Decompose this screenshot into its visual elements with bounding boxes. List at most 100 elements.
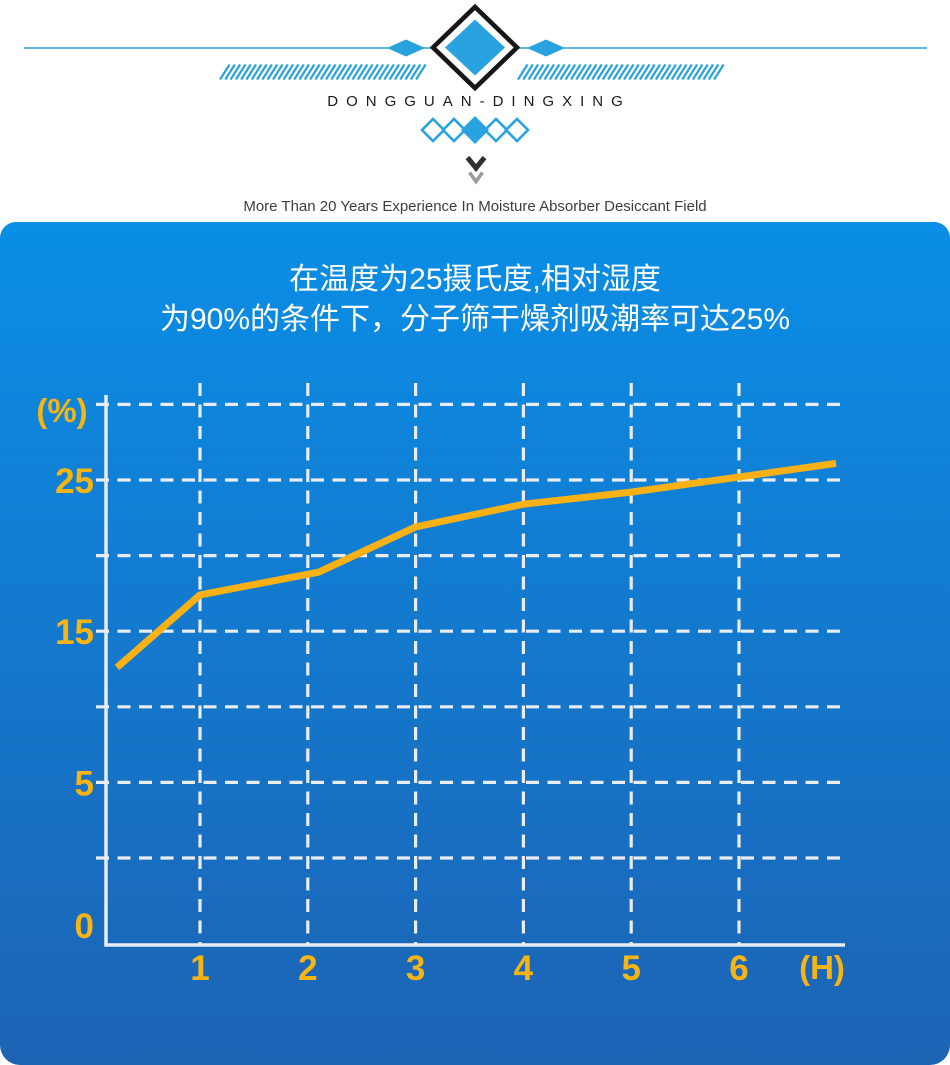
- hatch-stripe-icon: [681, 63, 693, 81]
- x-tick-label: 5: [621, 949, 640, 988]
- hatch-stripe-icon: [277, 63, 289, 81]
- hatch-stripes-left-icon: [219, 63, 427, 81]
- x-axis-unit-label: (H): [799, 949, 845, 986]
- hatch-stripe-icon: [250, 63, 263, 81]
- hatch-stripe-icon: [527, 63, 540, 81]
- hatch-stripe-icon: [601, 63, 614, 81]
- chevron-down-dark-icon: [465, 155, 487, 172]
- hatch-stripe-icon: [346, 63, 358, 81]
- hatch-stripe-icon: [293, 63, 305, 81]
- divider-diamond-outline-icon: [504, 117, 530, 143]
- hatch-stripe-icon: [399, 63, 411, 81]
- brand-ornament: [24, 3, 927, 185]
- y-tick-label: 15: [55, 613, 94, 652]
- brand-name: DONGGUAN-DINGXING: [327, 93, 631, 110]
- diamond-logo-fill-icon: [445, 19, 505, 76]
- header-tagline: More Than 20 Years Experience In Moistur…: [243, 198, 707, 215]
- x-tick-label: 1: [190, 949, 209, 988]
- hatch-stripe-icon: [367, 63, 379, 81]
- y-tick-label: 0: [75, 907, 94, 946]
- hatch-stripe-icon: [378, 63, 390, 81]
- hatch-stripe-icon: [654, 63, 667, 81]
- hatch-stripe-icon: [596, 63, 608, 81]
- diamond-divider-icon: [420, 116, 530, 144]
- hatch-stripe-icon: [256, 63, 268, 81]
- hatch-stripe-icon: [638, 63, 651, 81]
- hatch-stripe-icon: [356, 63, 369, 81]
- x-tick-label: 6: [729, 949, 748, 988]
- y-gridlines: [96, 402, 845, 860]
- hatch-stripe-icon: [628, 63, 640, 81]
- hatch-stripe-icon: [287, 63, 300, 81]
- hatch-stripe-icon: [298, 63, 310, 81]
- axes: [104, 395, 845, 947]
- axis-labels: 25 15 5 0 1 2 3 4 5 6 (%) (H): [36, 392, 845, 988]
- hatch-stripe-icon: [272, 63, 284, 81]
- hatch-stripe-icon: [404, 63, 416, 81]
- chart-panel: 在温度为25摄氏度,相对湿度 为90%的条件下，分子筛干燥剂吸潮率可达25% 2…: [0, 222, 950, 1065]
- hatch-stripe-icon: [351, 63, 363, 81]
- hatch-stripe-icon: [319, 63, 332, 81]
- hatch-stripe-icon: [591, 63, 603, 81]
- hatch-stripe-icon: [282, 63, 295, 81]
- hatch-stripe-icon: [660, 63, 672, 81]
- hatch-stripe-icon: [702, 63, 714, 81]
- hatch-stripe-icon: [240, 63, 252, 81]
- hatch-stripe-icon: [219, 63, 231, 81]
- hatch-stripe-icon: [564, 63, 577, 81]
- hatch-stripe-icon: [303, 63, 316, 81]
- hatch-stripe-icon: [713, 63, 725, 81]
- chevron-down-gray-icon: [468, 171, 484, 185]
- hatch-stripe-icon: [532, 63, 545, 81]
- hatch-stripe-icon: [644, 63, 656, 81]
- y-tick-label: 5: [75, 764, 94, 803]
- hatch-stripe-icon: [261, 63, 273, 81]
- hatch-stripe-icon: [612, 63, 624, 81]
- hatch-stripe-icon: [266, 63, 279, 81]
- hatch-stripe-icon: [607, 63, 619, 81]
- hatch-stripe-icon: [234, 63, 247, 81]
- hatch-stripe-icon: [649, 63, 661, 81]
- hatch-stripe-icon: [340, 63, 353, 81]
- hatch-stripe-icon: [570, 63, 582, 81]
- hatch-stripe-icon: [245, 63, 257, 81]
- hatch-stripe-icon: [707, 63, 720, 81]
- hatch-stripe-icon: [522, 63, 534, 81]
- hatch-stripe-icon: [670, 63, 683, 81]
- x-gridlines: [198, 383, 741, 945]
- hatch-stripe-icon: [229, 63, 242, 81]
- hatch-stripe-icon: [372, 63, 385, 81]
- hatch-stripe-icon: [314, 63, 326, 81]
- hatch-stripe-icon: [686, 63, 699, 81]
- hatch-stripe-icon: [585, 63, 598, 81]
- hatch-stripe-icon: [517, 63, 529, 81]
- hatch-stripe-icon: [362, 63, 374, 81]
- hatch-stripe-icon: [617, 63, 630, 81]
- hatch-stripe-icon: [665, 63, 677, 81]
- chart-title: 在温度为25摄氏度,相对湿度 为90%的条件下，分子筛干燥剂吸潮率可达25%: [0, 260, 950, 340]
- hatch-stripe-icon: [691, 63, 704, 81]
- hatch-stripe-icon: [309, 63, 321, 81]
- hatch-stripe-icon: [409, 63, 422, 81]
- hatch-stripe-icon: [325, 63, 337, 81]
- x-tick-label: 3: [406, 949, 425, 988]
- divider-diamond-outline-icon: [420, 117, 446, 143]
- hatch-stripe-icon: [330, 63, 342, 81]
- hatch-stripe-icon: [415, 63, 427, 81]
- hatch-stripe-icon: [633, 63, 646, 81]
- hatch-stripe-icon: [559, 63, 571, 81]
- hatch-stripe-icon: [548, 63, 561, 81]
- chart-title-line1: 在温度为25摄氏度,相对湿度: [289, 263, 661, 296]
- y-axis-unit-label: (%): [36, 392, 87, 429]
- small-diamond-left-icon: [387, 39, 425, 57]
- hatch-stripe-icon: [697, 63, 709, 81]
- hatch-stripe-icon: [388, 63, 401, 81]
- hatch-stripe-icon: [335, 63, 348, 81]
- hatch-stripe-icon: [676, 63, 688, 81]
- hatch-stripe-icon: [623, 63, 635, 81]
- divider-diamond-filled-icon: [461, 116, 489, 144]
- hatch-stripe-icon: [383, 63, 395, 81]
- absorption-rate-line: [114, 459, 837, 671]
- hatch-stripe-icon: [224, 63, 236, 81]
